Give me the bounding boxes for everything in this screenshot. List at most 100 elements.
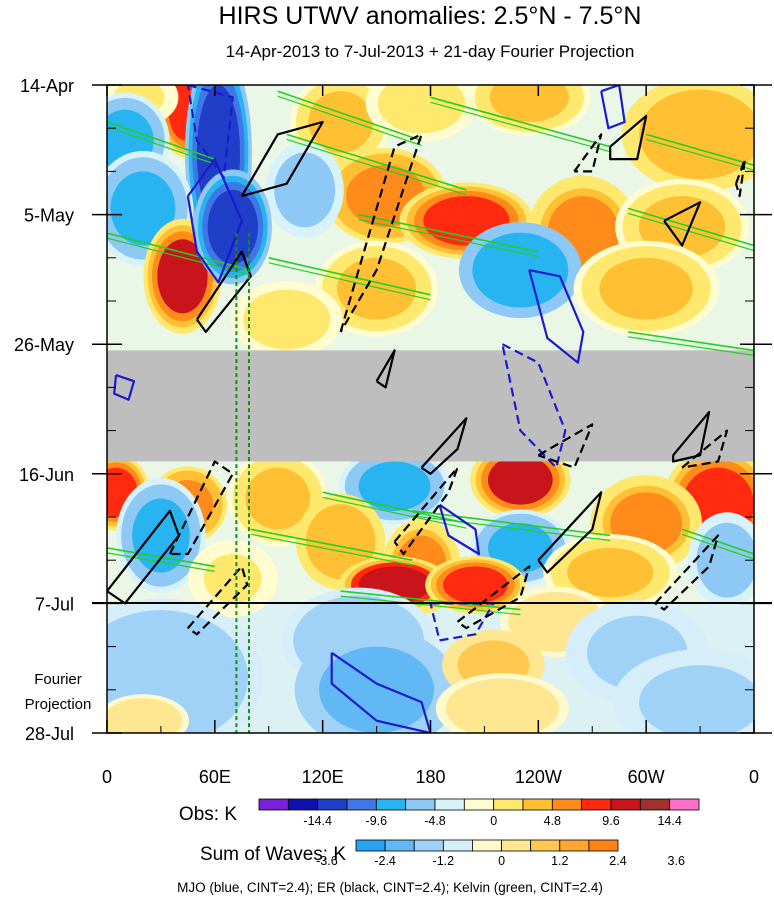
mjo-contour — [429, 602, 495, 642]
colorbar-tick-label: -14.4 — [303, 814, 332, 828]
anomaly-blob — [188, 540, 278, 618]
reference-longitude-lines — [235, 233, 250, 733]
colorbar-swatch — [317, 798, 348, 811]
y-tick-label: 16-Jun — [19, 465, 74, 485]
er-contour — [339, 133, 423, 333]
kelvin-contour — [681, 528, 754, 555]
er-contour — [672, 411, 711, 463]
anomaly-blob — [621, 85, 754, 192]
colorbar-swatch — [472, 839, 502, 852]
anomaly-blob — [365, 85, 478, 142]
chart-title: HIRS UTWV anomalies: 2.5°N - 7.5°N — [219, 2, 642, 30]
x-tick-label: 60W — [628, 767, 665, 787]
er-contour — [195, 250, 252, 333]
mjo-contour — [186, 85, 234, 179]
plot-area — [107, 85, 754, 733]
colorbar-swatch — [559, 839, 590, 852]
anomaly-level — [132, 498, 190, 573]
kelvin-contour — [250, 533, 413, 566]
colorbar-tick-label: 3.6 — [668, 854, 685, 868]
x-tick-label: 60E — [199, 767, 231, 787]
colorbar-swatch — [639, 798, 671, 811]
anomaly-level — [488, 455, 553, 505]
colorbar-tick-label: -1.2 — [433, 854, 455, 868]
colorbar-swatch — [522, 798, 553, 811]
colorbar-tick-label: 0 — [490, 814, 497, 828]
anomaly-level — [319, 646, 435, 733]
colorbar-tick-label: 9.6 — [602, 814, 619, 828]
anomaly-blob — [613, 649, 754, 733]
kelvin-contour — [107, 126, 215, 165]
colorbar-tick-label: -3.6 — [316, 854, 338, 868]
colorbar-swatch — [669, 798, 700, 811]
colorbar-tick-label: 1.2 — [551, 854, 568, 868]
waves-colorbar: -3.6 -2.4 -1.2 0 1.2 2.4 3.6 — [316, 839, 685, 868]
er-contour — [734, 158, 747, 198]
colorbar-swatch — [346, 798, 377, 811]
kelvin-contour — [250, 528, 413, 561]
mjo-contour — [330, 651, 432, 733]
colorbar-swatch — [413, 839, 444, 852]
er-contour — [609, 114, 648, 161]
anomaly-blob — [227, 450, 328, 547]
anomaly-level — [110, 171, 176, 246]
colorbar-swatch — [287, 798, 319, 811]
y-tick-label: 28-Jul — [25, 724, 74, 744]
kelvin-contour — [340, 590, 521, 611]
anomaly-blob — [435, 673, 569, 733]
missing-data-band — [107, 350, 754, 462]
kelvin-contour — [286, 138, 467, 196]
kelvin-contour — [412, 515, 611, 542]
anomaly-level — [443, 566, 508, 604]
x-tick-label: 120E — [302, 767, 344, 787]
mjo-contour — [600, 85, 626, 130]
colorbar-tick-label: -4.8 — [424, 814, 446, 828]
mjo-contour — [438, 503, 481, 556]
colorbar-swatch — [434, 798, 465, 811]
anomaly-level — [207, 189, 258, 264]
waves-colorbar-label: Sum of Waves: K — [200, 844, 346, 865]
colorbar-tick-label: 14.4 — [657, 814, 681, 828]
anomaly-level — [649, 97, 751, 172]
kelvin-contour — [268, 257, 431, 296]
er-contour — [240, 120, 324, 198]
anomaly-level — [567, 547, 654, 598]
colorbar-swatch — [530, 839, 561, 852]
er-contour — [537, 423, 594, 469]
anomaly-fills — [107, 85, 754, 733]
anomaly-blob — [425, 556, 526, 614]
chart-subtitle: 14-Apr-2013 to 7-Jul-2013 + 21-day Fouri… — [226, 42, 635, 61]
y-tick-label: 14-Apr — [20, 76, 74, 96]
colorbar-swatch — [258, 798, 289, 811]
kelvin-contour — [277, 95, 422, 147]
kelvin-contour — [107, 232, 251, 271]
mjo-contour — [528, 269, 585, 364]
er-contour — [681, 429, 729, 469]
x-tick-label: 180 — [415, 767, 445, 787]
er-contour — [393, 466, 459, 556]
colorbar-tick-label: -2.4 — [374, 854, 396, 868]
projection-label-line-1: Fourier — [34, 671, 82, 688]
mjo-contour — [501, 343, 567, 469]
colorbar-swatch — [442, 839, 473, 852]
x-tick-label: 0 — [102, 767, 112, 787]
kelvin-contour — [107, 121, 216, 160]
colorbar-tick-label: 0 — [498, 854, 505, 868]
anomaly-level — [455, 683, 550, 733]
kelvin-contour — [322, 496, 467, 529]
kelvin-contour — [268, 262, 431, 301]
anomaly-level — [245, 467, 311, 530]
anomaly-blob — [467, 85, 591, 136]
colorbar-swatch — [384, 839, 415, 852]
er-contour — [456, 565, 531, 630]
kelvin-contour — [430, 101, 611, 153]
colorbar-swatch — [493, 798, 524, 811]
anomaly-level — [489, 85, 569, 123]
colorbar-tick-label: -9.6 — [366, 814, 388, 828]
anomaly-level — [204, 554, 262, 604]
anomaly-blob — [193, 169, 272, 285]
wave-contours — [107, 85, 754, 733]
kelvin-contour — [430, 96, 611, 148]
kelvin-contour — [627, 207, 754, 247]
